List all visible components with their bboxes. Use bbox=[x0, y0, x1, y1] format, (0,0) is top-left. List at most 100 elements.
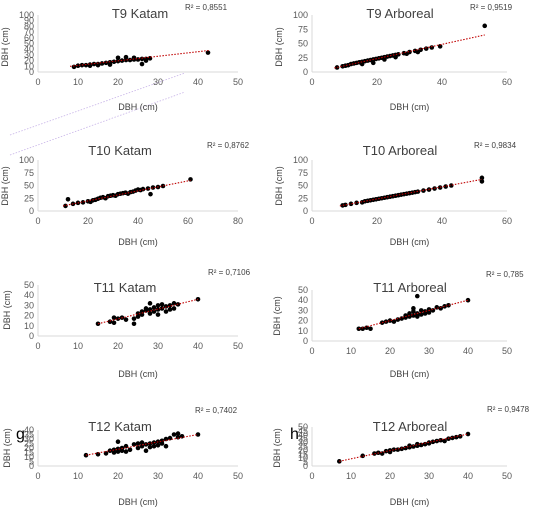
data-point bbox=[155, 312, 161, 317]
data-point bbox=[179, 434, 185, 439]
data-point bbox=[123, 443, 129, 449]
y-tick-label: 35 bbox=[24, 430, 34, 440]
y-tick-label: 10 bbox=[24, 321, 34, 331]
x-tick-label: 30 bbox=[424, 346, 434, 356]
x-tick-label: 50 bbox=[502, 471, 512, 481]
data-point bbox=[155, 443, 161, 448]
y-tick-label: 40 bbox=[298, 430, 308, 440]
y-tick-label: 20 bbox=[24, 443, 34, 453]
y-tick-label: 25 bbox=[298, 442, 308, 452]
data-point bbox=[370, 60, 376, 66]
y-tick-label: 50 bbox=[24, 181, 34, 191]
data-point bbox=[411, 306, 416, 311]
x-tick-label: 0 bbox=[309, 471, 314, 481]
data-point bbox=[175, 434, 181, 440]
chart-title: T10 Katam bbox=[88, 143, 152, 158]
y-tick-label: 20 bbox=[24, 311, 34, 321]
x-tick-label: 10 bbox=[346, 346, 356, 356]
data-point bbox=[205, 50, 211, 55]
x-tick-label: 0 bbox=[35, 471, 40, 481]
y-tick-label: 15 bbox=[298, 449, 308, 459]
data-point bbox=[151, 309, 157, 314]
y-tick-label: 75 bbox=[298, 24, 308, 34]
r-squared-label: R² = 0,785 bbox=[486, 270, 524, 279]
data-point bbox=[422, 309, 428, 314]
data-point bbox=[131, 442, 137, 447]
data-point bbox=[188, 177, 193, 182]
data-point bbox=[143, 306, 149, 311]
data-point bbox=[103, 60, 109, 66]
y-tick-label: 20 bbox=[298, 316, 308, 326]
data-point bbox=[75, 63, 81, 69]
data-point bbox=[135, 441, 141, 446]
x-tick-label: 0 bbox=[35, 216, 40, 226]
data-point bbox=[372, 451, 377, 456]
data-point bbox=[115, 316, 121, 321]
x-tick-label: 10 bbox=[73, 341, 83, 351]
x-tick-label: 20 bbox=[113, 471, 123, 481]
x-tick-label: 40 bbox=[463, 346, 473, 356]
y-tick-label: 40 bbox=[24, 44, 34, 54]
x-tick-label: 50 bbox=[233, 77, 243, 87]
data-point bbox=[167, 307, 173, 312]
chart-title: T10 Arboreal bbox=[363, 143, 438, 158]
data-point bbox=[195, 432, 201, 437]
y-tick-label: 40 bbox=[24, 290, 34, 300]
x-tick-label: 20 bbox=[113, 341, 123, 351]
data-point bbox=[163, 436, 169, 442]
data-point bbox=[163, 443, 169, 449]
y-tick-label: 70 bbox=[24, 27, 34, 37]
y-tick-label: 10 bbox=[298, 453, 308, 463]
r-squared-label: R² = 0,9834 bbox=[474, 141, 517, 150]
data-point bbox=[422, 441, 428, 447]
data-point bbox=[147, 441, 153, 446]
x-tick-label: 10 bbox=[73, 77, 83, 87]
x-tick-label: 40 bbox=[437, 77, 447, 87]
x-tick-label: 50 bbox=[233, 471, 243, 481]
y-tick-label: 0 bbox=[29, 206, 34, 216]
data-point bbox=[171, 301, 177, 306]
x-axis-label: DBH (cm) bbox=[390, 497, 430, 507]
y-tick-label: 5 bbox=[303, 457, 308, 467]
chart-title: T12 Arboreal bbox=[373, 419, 448, 434]
x-axis-label: DBH (cm) bbox=[390, 102, 430, 112]
scatter-panel: 0 20 40 60 0 25 50 75 100 T10 Arboreal R² = 0,9834… bbox=[274, 141, 517, 247]
x-tick-label: 60 bbox=[502, 216, 512, 226]
data-point bbox=[411, 444, 416, 449]
x-tick-label: 20 bbox=[372, 77, 382, 87]
y-tick-label: 20 bbox=[298, 445, 308, 455]
chart-title: T9 Katam bbox=[112, 6, 168, 21]
x-axis-label: DBH (cm) bbox=[118, 369, 158, 379]
data-point bbox=[418, 308, 424, 313]
data-point bbox=[160, 183, 166, 189]
data-point bbox=[407, 443, 412, 449]
data-point bbox=[163, 304, 169, 309]
data-point bbox=[127, 447, 133, 453]
y-tick-label: 45 bbox=[298, 426, 308, 436]
data-point bbox=[438, 306, 444, 311]
y-tick-label: 50 bbox=[298, 422, 308, 432]
data-point bbox=[123, 449, 129, 454]
data-point bbox=[83, 62, 89, 68]
data-point bbox=[115, 55, 121, 61]
x-tick-label: 40 bbox=[193, 77, 203, 87]
data-point bbox=[155, 303, 161, 308]
data-point bbox=[159, 441, 165, 446]
data-point bbox=[437, 185, 443, 190]
data-point bbox=[442, 438, 447, 444]
data-point bbox=[135, 445, 141, 451]
x-tick-label: 40 bbox=[133, 216, 143, 226]
x-tick-label: 0 bbox=[35, 341, 40, 351]
data-point bbox=[457, 434, 463, 439]
data-point bbox=[95, 62, 101, 68]
y-axis-label: DBH (cm) bbox=[0, 27, 10, 67]
data-point bbox=[111, 320, 117, 326]
r-squared-label: R² = 0,7106 bbox=[208, 268, 251, 277]
data-point bbox=[393, 54, 398, 60]
data-point bbox=[403, 445, 408, 451]
data-point bbox=[415, 293, 420, 299]
data-point bbox=[403, 313, 408, 318]
